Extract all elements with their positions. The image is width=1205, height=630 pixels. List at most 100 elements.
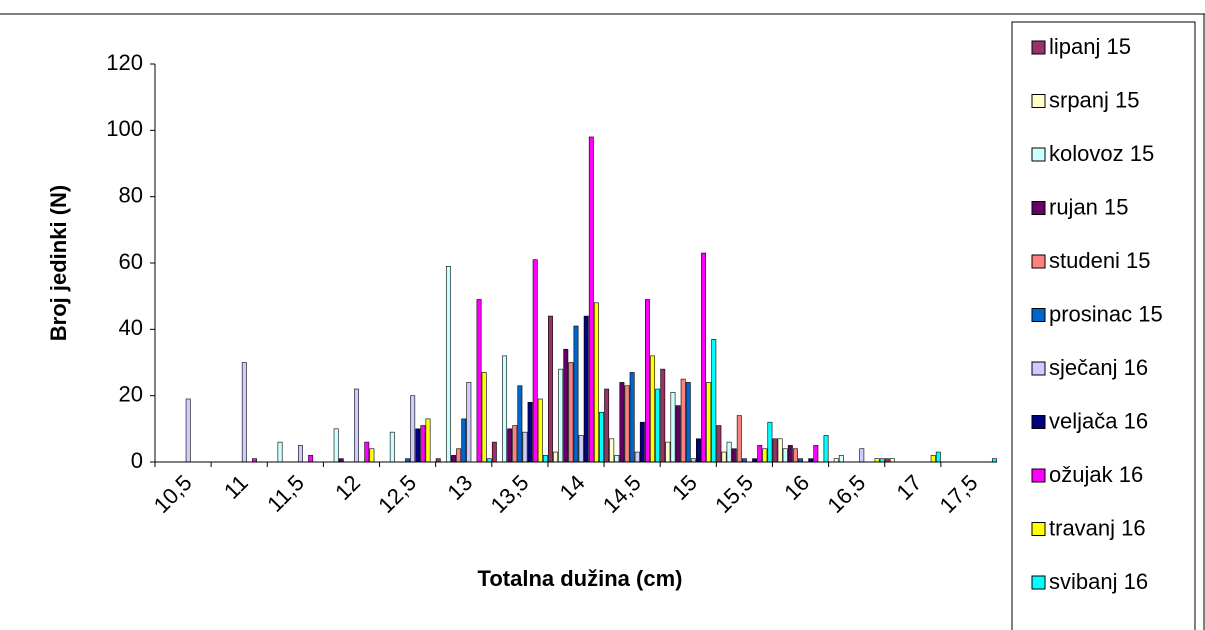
x-tick-label: 16,5 — [822, 470, 870, 518]
legend-swatch — [1031, 94, 1046, 108]
bar — [578, 435, 584, 463]
y-tick-label: 20 — [119, 381, 143, 406]
bar — [491, 441, 497, 463]
x-tick-label: 15,5 — [710, 470, 758, 518]
bar — [675, 405, 681, 463]
legend-label: lipanj 15 — [1049, 34, 1131, 59]
bar — [762, 448, 768, 463]
legend-swatch — [1031, 468, 1046, 483]
legend-label: studeni 15 — [1049, 248, 1151, 273]
bar — [660, 368, 666, 463]
bar — [583, 315, 589, 463]
bar — [777, 438, 783, 463]
bar — [476, 299, 482, 463]
legend-label: rujan 15 — [1049, 194, 1129, 219]
bar — [685, 382, 691, 463]
y-axis-title: Broj jedinki (N) — [46, 185, 71, 341]
bar — [502, 355, 508, 463]
bar — [634, 451, 640, 463]
bar — [512, 425, 518, 463]
bar — [604, 388, 610, 463]
legend-label: veljača 16 — [1049, 408, 1148, 433]
bar — [838, 455, 844, 463]
bar — [736, 415, 742, 463]
legend-label: kolovoz 15 — [1049, 141, 1154, 166]
bar — [425, 418, 431, 463]
bar — [573, 325, 579, 463]
bar — [507, 428, 513, 463]
bar — [568, 362, 574, 463]
bar — [364, 441, 370, 463]
bar — [563, 348, 569, 463]
bar — [711, 338, 717, 463]
bar — [782, 448, 788, 463]
bar — [792, 448, 798, 463]
legend-swatch — [1031, 575, 1046, 590]
bar — [308, 455, 314, 463]
bar — [548, 315, 553, 463]
bar — [787, 445, 793, 463]
legend-label: svibanj 16 — [1049, 569, 1148, 594]
bar — [532, 259, 538, 463]
legend-label: sječanj 16 — [1049, 355, 1148, 380]
bar — [445, 266, 451, 463]
bar — [629, 372, 635, 463]
bar — [527, 401, 533, 463]
bar — [930, 455, 936, 463]
x-tick-label: 11 — [219, 470, 253, 504]
y-tick-label: 120 — [106, 50, 143, 75]
bar — [461, 418, 467, 463]
legend-swatch — [1031, 201, 1046, 215]
bar — [639, 421, 645, 463]
x-tick-label: 15 — [667, 470, 702, 505]
x-tick-label: 13 — [442, 470, 477, 505]
bar — [650, 355, 655, 463]
legend-swatch — [1031, 40, 1046, 55]
y-tick-label: 0 — [131, 448, 143, 473]
bar — [553, 451, 559, 463]
bar — [410, 395, 416, 463]
bar — [644, 299, 650, 463]
bar — [420, 425, 426, 463]
bar — [522, 431, 528, 463]
bar — [466, 382, 472, 463]
legend-label: ožujak 16 — [1049, 462, 1143, 487]
bar — [823, 435, 829, 463]
y-tick-label: 60 — [119, 249, 143, 274]
bar — [665, 441, 671, 463]
bar — [297, 445, 303, 463]
bar — [593, 302, 599, 463]
bar — [542, 455, 548, 463]
x-tick-label: 11,5 — [262, 470, 309, 517]
bar — [537, 398, 543, 463]
bar — [813, 445, 819, 463]
y-tick-label: 100 — [106, 116, 143, 141]
bar — [696, 438, 701, 463]
legend-swatch — [1031, 147, 1046, 162]
bar — [726, 441, 732, 463]
legend-label: srpanj 15 — [1049, 87, 1140, 112]
bar — [333, 428, 339, 463]
legend-swatch — [1031, 361, 1046, 376]
bar — [935, 451, 941, 463]
bar — [701, 252, 707, 463]
bar — [716, 425, 722, 463]
x-tick-label: 12,5 — [373, 470, 421, 518]
bar — [389, 431, 395, 463]
bar — [767, 421, 773, 463]
bar — [609, 438, 615, 463]
x-axis-title: Totalna dužina (cm) — [478, 566, 683, 591]
bar — [655, 388, 661, 463]
x-tick-label: 12 — [330, 470, 365, 505]
x-tick-label: 17 — [891, 470, 926, 505]
bar — [599, 411, 604, 463]
legend-swatch — [1031, 415, 1046, 429]
bar — [721, 451, 727, 463]
bar — [277, 441, 283, 463]
bar — [670, 392, 676, 463]
x-tick-label: 14,5 — [598, 470, 646, 518]
bar — [517, 385, 523, 463]
bar — [619, 382, 625, 463]
